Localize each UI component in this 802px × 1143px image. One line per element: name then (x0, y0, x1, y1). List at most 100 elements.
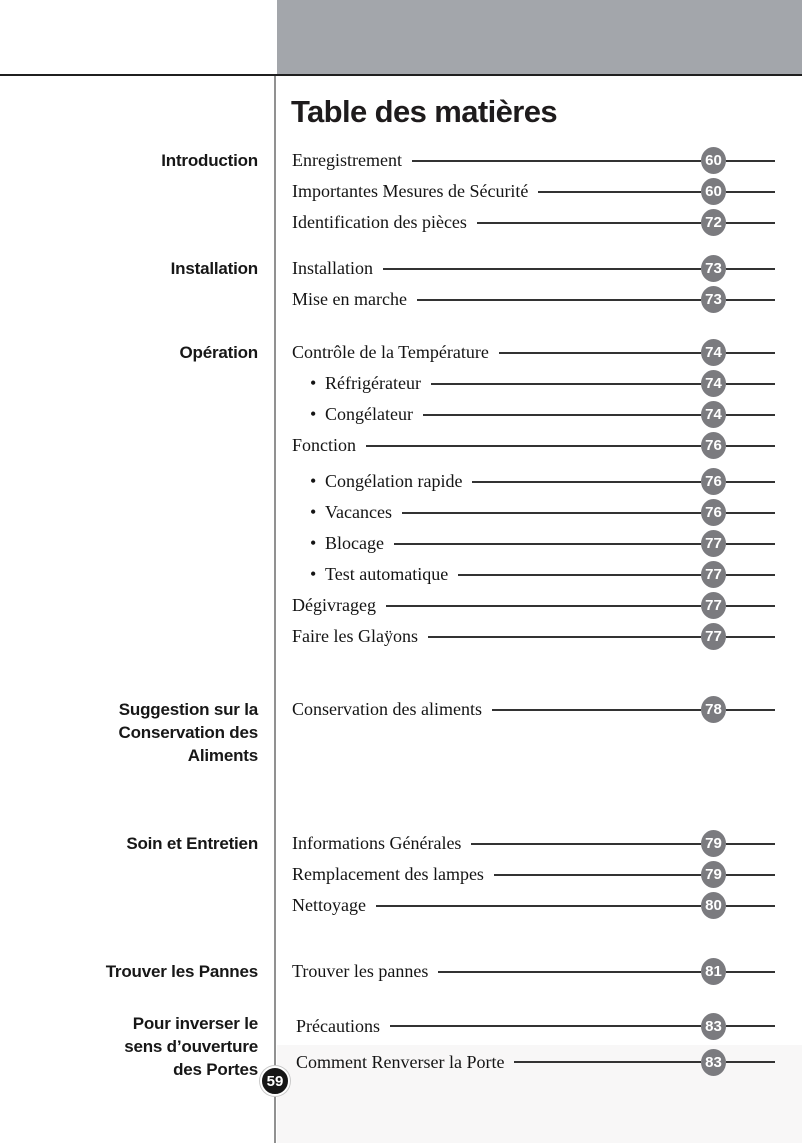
section-entries: Trouver les pannes 81 (275, 956, 802, 987)
toc-entry-title: Vacances (325, 502, 392, 522)
toc-entry-title: Enregistrement (292, 150, 402, 170)
bullet-icon: • (310, 564, 317, 584)
leader-line (422, 413, 701, 416)
section-label: Pour inverser le sens d’ouverture des Port… (0, 1008, 275, 1081)
toc-entry: • Réfrigérateur 74 (292, 368, 775, 399)
section-label-line: Soin et Entretien (126, 834, 258, 853)
toc-entry: Précautions 83 (292, 1008, 775, 1044)
toc-section: Suggestion sur la Conservation des Aliment… (0, 694, 802, 767)
toc-entry: • Test automatique 77 (292, 559, 775, 590)
leader-line-tail (726, 1061, 775, 1063)
entry-page-badge: 78 (701, 696, 726, 723)
toc-entry: Faire les Glaÿons 77 (292, 621, 775, 652)
leader-line-tail (726, 842, 775, 845)
entry-page-badge: 77 (701, 561, 726, 588)
leader-line (427, 635, 701, 638)
toc-entry: Informations Générales 79 (292, 828, 775, 859)
leader-line-tail (726, 573, 775, 576)
leader-line-tail (726, 708, 775, 711)
toc-section: Trouver les Pannes Trouver les pannes 81 (0, 956, 802, 987)
top-rule-line (0, 74, 802, 76)
leader-line-tail (726, 351, 775, 354)
toc-entry: • Congélation rapide 76 (292, 466, 775, 497)
section-label: Opération (0, 337, 275, 652)
section-label-line: Aliments (187, 746, 258, 765)
column-divider-line (274, 76, 276, 1143)
leader-line-tail (726, 604, 775, 607)
toc-section: Introduction Enregistrement 60 Importantes … (0, 145, 802, 238)
section-entries: Conservation des aliments 78 (275, 694, 802, 767)
leader-line-tail (726, 382, 775, 385)
entry-page-badge: 76 (701, 432, 726, 459)
section-label: Soin et Entretien (0, 828, 275, 921)
toc-entry-title: Blocage (325, 533, 384, 553)
entry-page-badge: 79 (701, 861, 726, 888)
section-label-line: Conservation des (118, 723, 259, 742)
toc-entry-title: Nettoyage (292, 895, 366, 915)
entry-page-badge: 76 (701, 499, 726, 526)
toc-entry-title: Remplacement des lampes (292, 864, 484, 884)
leader-line-tail (726, 480, 775, 483)
leader-line (389, 1025, 701, 1027)
entry-page-badge: 83 (701, 1012, 726, 1040)
section-label-line: Introduction (161, 151, 258, 170)
leader-line (375, 904, 701, 907)
section-label: Installation (0, 253, 275, 315)
toc-entry: Comment Renverser la Porte 83 (292, 1044, 775, 1080)
leader-line (438, 970, 701, 973)
leader-line-tail (726, 635, 775, 638)
toc-entry-title: Dégivrageg (292, 595, 376, 615)
leader-line-tail (726, 444, 775, 447)
leader-line (382, 267, 701, 270)
section-entries: Installation 73 Mise en marche 73 (275, 253, 802, 315)
bullet-icon: • (310, 471, 317, 491)
toc-entry-title: Congélateur (325, 404, 413, 424)
title-row: Table des matières (0, 76, 802, 132)
toc-sections: Introduction Enregistrement 60 Importantes … (0, 145, 802, 1081)
section-label: Suggestion sur la Conservation des Aliment… (0, 694, 275, 767)
toc-entry-title: Réfrigérateur (325, 373, 421, 393)
entry-page-badge: 76 (701, 468, 726, 495)
page-title: Table des matières (291, 94, 558, 129)
toc-entry: Contrôle de la Température 74 (292, 337, 775, 368)
entry-page-badge: 60 (701, 147, 726, 174)
leader-line (498, 351, 701, 354)
entry-page-badge: 77 (701, 623, 726, 650)
toc-entry-title: Comment Renverser la Porte (296, 1051, 505, 1072)
toc-section: Installation Installation 73 Mise en marche… (0, 253, 802, 315)
toc-entry-title: Test automatique (325, 564, 449, 584)
leader-line-tail (726, 159, 775, 162)
section-label-line: Installation (170, 259, 259, 278)
entry-page-badge: 77 (701, 592, 726, 619)
toc-entry: • Blocage 77 (292, 528, 775, 559)
leader-line (491, 708, 701, 711)
page-number-badge: 59 (260, 1066, 290, 1096)
toc-entry-title: Identification des pièces (292, 212, 467, 232)
leader-line-tail (726, 542, 775, 545)
toc-entry: Identification des pièces 72 (292, 207, 775, 238)
entry-page-badge: 72 (701, 209, 726, 236)
entry-page-badge: 81 (701, 958, 726, 985)
leader-line (366, 444, 701, 447)
section-label: Trouver les Pannes (0, 956, 275, 987)
section-label-line: sens d’ouverture (124, 1037, 258, 1056)
leader-line (472, 480, 701, 483)
section-label-line: Pour inverser le (132, 1014, 259, 1033)
toc-entry-title: Précautions (296, 1015, 380, 1036)
toc-entry: Dégivrageg 77 (292, 590, 775, 621)
bullet-icon: • (310, 373, 317, 393)
toc-entry-title: Conservation des aliments (292, 699, 482, 719)
leader-line-tail (726, 190, 775, 193)
leader-line (401, 511, 701, 514)
toc-entry-title: Faire les Glaÿons (292, 626, 418, 646)
toc-entry-title: Importantes Mesures de Sécurité (292, 181, 529, 201)
leader-line-tail (726, 413, 775, 416)
section-label-line: Trouver les Pannes (105, 962, 259, 981)
leader-line-tail (726, 221, 775, 224)
toc-entry-title: Mise en marche (292, 289, 407, 309)
toc-entry-title: Congélation rapide (325, 471, 463, 491)
entry-page-badge: 77 (701, 530, 726, 557)
toc-entry: • Congélateur 74 (292, 399, 775, 430)
entry-page-badge: 80 (701, 892, 726, 919)
leader-line (514, 1061, 701, 1063)
